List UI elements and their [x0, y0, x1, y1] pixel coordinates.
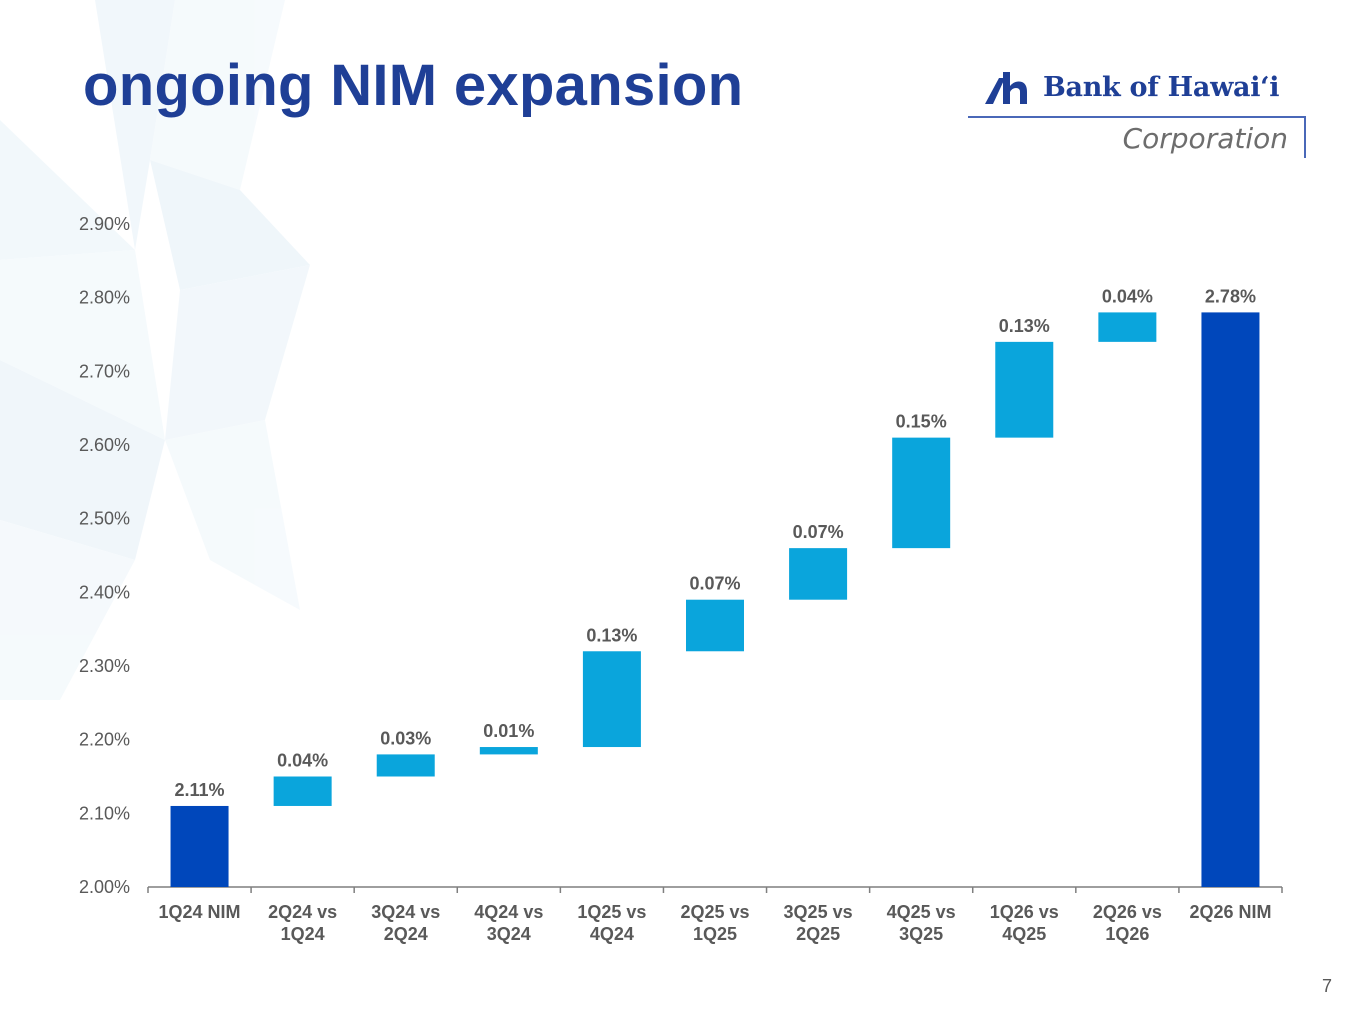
y-tick-label: 2.10% [79, 803, 130, 823]
y-tick-label: 2.50% [79, 509, 130, 529]
data-label: 0.07% [689, 574, 740, 594]
x-tick-label: 2Q26 vs [1093, 902, 1162, 922]
bar [479, 747, 538, 755]
bar [892, 437, 951, 549]
x-tick-label: 3Q25 [899, 924, 943, 944]
y-tick-label: 2.90% [79, 214, 130, 234]
x-tick-label: 1Q26 vs [990, 902, 1059, 922]
y-tick-label: 2.00% [79, 877, 130, 897]
x-tick-label: 1Q25 vs [577, 902, 646, 922]
data-label: 2.11% [175, 780, 225, 800]
x-tick-label: 1Q24 NIM [159, 902, 241, 922]
x-tick-label: 4Q25 vs [887, 902, 956, 922]
y-tick-label: 2.30% [79, 656, 130, 676]
x-tick-label: 4Q25 [1002, 924, 1046, 944]
bar [582, 651, 641, 748]
data-label: 0.13% [586, 625, 637, 645]
bar [686, 599, 744, 652]
bar [170, 805, 229, 887]
x-tick-label: 3Q24 vs [371, 902, 440, 922]
bar [1201, 312, 1260, 887]
background-star-decoration [0, 0, 310, 700]
y-tick-label: 2.80% [79, 288, 130, 308]
x-tick-label: 2Q24 [384, 924, 428, 944]
bar [1098, 312, 1157, 342]
x-tick-label: 2Q26 NIM [1189, 902, 1271, 922]
data-label: 0.04% [277, 751, 328, 771]
data-label: 0.03% [380, 728, 431, 748]
company-logo: Bank of Hawaiʻi Corporation [965, 62, 1310, 162]
bar [273, 776, 332, 806]
y-tick-label: 2.40% [79, 582, 130, 602]
bank-logo-mark-icon [985, 72, 1027, 104]
x-tick-label: 2Q24 vs [268, 902, 337, 922]
data-label: 0.07% [793, 522, 844, 542]
page-number: 7 [1321, 976, 1332, 996]
data-label: 0.15% [896, 412, 947, 432]
data-label: 2.78% [1205, 286, 1256, 306]
logo-divider-vertical [1304, 116, 1306, 158]
x-tick-label: 1Q24 [281, 924, 325, 944]
x-tick-label: 2Q25 vs [680, 902, 749, 922]
y-tick-label: 2.70% [79, 361, 130, 381]
x-tick-label: 4Q24 [590, 924, 634, 944]
x-tick-label: 4Q24 vs [474, 902, 543, 922]
bar [376, 754, 435, 777]
bar [995, 341, 1054, 438]
bar [789, 548, 848, 600]
data-label: 0.01% [483, 721, 534, 741]
y-tick-label: 2.60% [79, 435, 130, 455]
data-label: 0.13% [999, 316, 1050, 336]
data-label: 0.04% [1102, 286, 1153, 306]
logo-bank-name: Bank of Hawaiʻi [1043, 72, 1280, 103]
x-tick-label: 3Q24 [487, 924, 531, 944]
x-tick-label: 1Q25 [693, 924, 737, 944]
x-tick-label: 1Q26 [1105, 924, 1149, 944]
logo-divider [968, 116, 1305, 118]
y-tick-label: 2.20% [79, 730, 130, 750]
logo-subtitle: Corporation [1122, 122, 1288, 155]
page-title: ongoing NIM expansion [83, 53, 744, 118]
x-tick-label: 3Q25 vs [784, 902, 853, 922]
x-tick-label: 2Q25 [796, 924, 840, 944]
